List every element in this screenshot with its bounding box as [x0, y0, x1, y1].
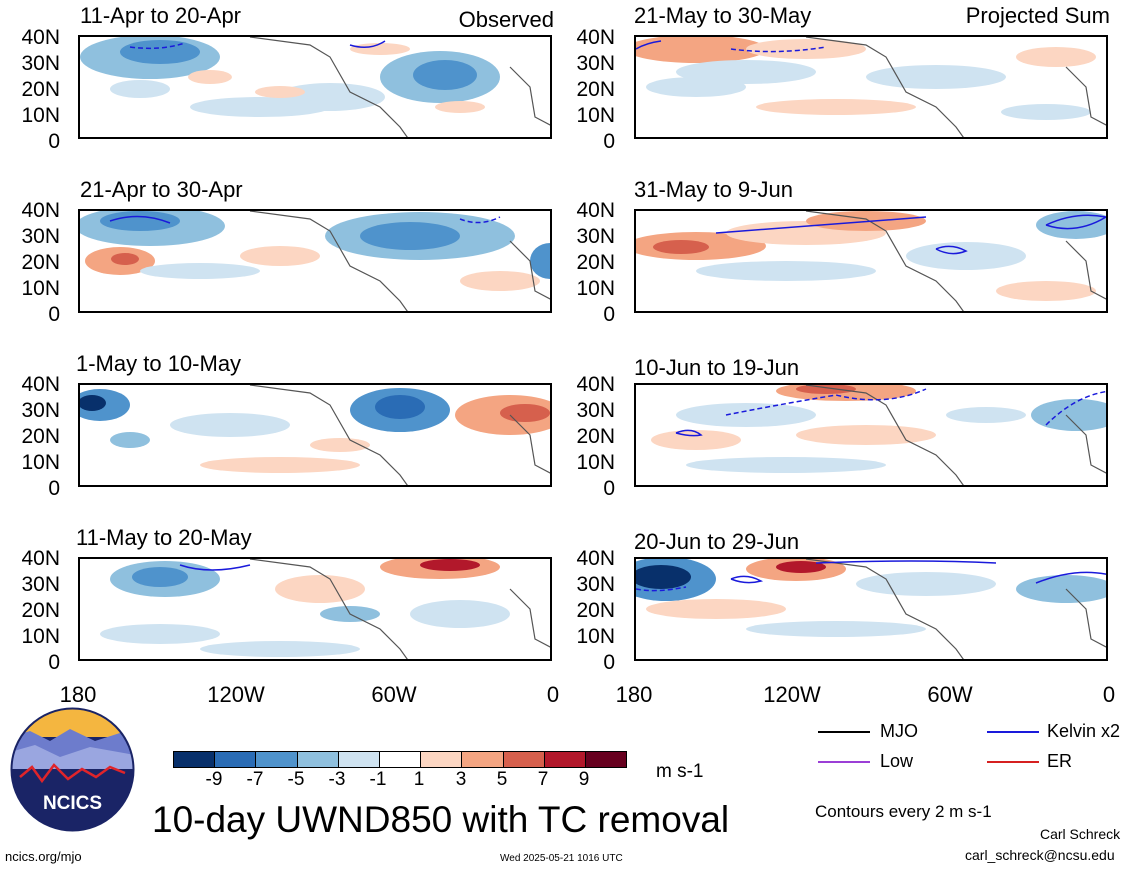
panel-title: 11-May to 20-May: [76, 525, 252, 550]
panel-title: 10-Jun to 19-Jun: [634, 355, 800, 380]
legend-label-low: Low: [880, 751, 914, 771]
legend-label-er: ER: [1047, 751, 1073, 771]
panel-title: 20-Jun to 29-Jun: [634, 529, 800, 554]
colorbar-swatches: [173, 751, 627, 768]
map-panel-projected-1: [634, 35, 1108, 139]
main-title: 10-day UWND850 with TC removal: [152, 799, 730, 840]
colorbar-swatch: [378, 752, 421, 767]
colorbar-swatch: [174, 752, 215, 767]
colorbar-swatch: [584, 752, 627, 767]
map-panel-projected-3: [634, 383, 1108, 487]
footer-url: ncics.org/mjo: [5, 849, 82, 864]
colorbar-swatch: [296, 752, 338, 767]
panel-title: 21-May to 30-May: [634, 3, 812, 28]
contour-note: Contours every 2 m s-1: [815, 802, 992, 821]
colorbar-swatch: [337, 752, 379, 767]
map-panel-projected-4: [634, 557, 1108, 661]
panel-title: 11-Apr to 20-Apr: [80, 3, 242, 28]
legend-line-low: [818, 761, 870, 763]
legend-line-mjo: [818, 731, 870, 733]
legend-label-kelvin: Kelvin x2: [1047, 721, 1121, 741]
map-panel-observed-3: [78, 383, 552, 487]
colorbar-swatch: [255, 752, 297, 767]
legend-label-mjo: MJO: [880, 721, 918, 741]
colorbar-labels: -9 -7 -5 -3 -1 1 3 5 7 9: [205, 769, 590, 790]
logo-text: NCICS: [43, 793, 102, 814]
ncics-logo: NCICS: [10, 707, 135, 832]
panel-title: 21-Apr to 30-Apr: [80, 177, 243, 202]
colorbar-swatch: [543, 752, 585, 767]
map-panel-projected-2: [634, 209, 1108, 313]
map-panel-observed-4: [78, 557, 552, 661]
panel-title: 1-May to 10-May: [76, 351, 242, 376]
footer-email: carl_schreck@ncsu.edu: [965, 847, 1115, 863]
colorbar-swatch: [214, 752, 256, 767]
colorbar-swatch: [461, 752, 503, 767]
colorbar: [173, 751, 627, 768]
header-observed: Observed: [458, 7, 554, 32]
footer-timestamp: Wed 2025-05-21 1016 UTC: [500, 853, 623, 864]
footer-author: Carl Schreck: [1040, 826, 1121, 842]
legend-line-er: [987, 761, 1039, 763]
colorbar-units: m s-1: [656, 761, 704, 782]
colorbar-swatch: [420, 752, 462, 767]
map-panel-observed-1: [78, 35, 552, 139]
header-projected: Projected Sum: [965, 3, 1110, 28]
legend-line-kelvin: [987, 731, 1039, 733]
colorbar-swatch: [502, 752, 544, 767]
map-panel-observed-2: [78, 209, 552, 313]
panel-title: 31-May to 9-Jun: [634, 177, 793, 202]
